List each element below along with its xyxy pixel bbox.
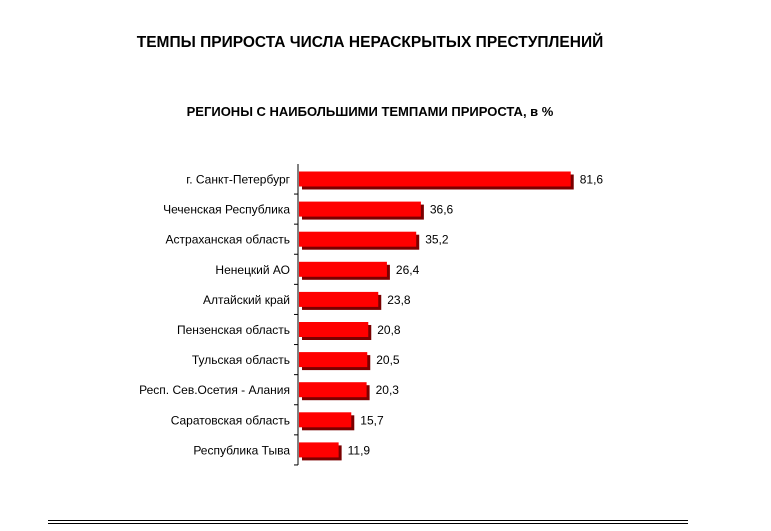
data-label: 15,7 (360, 413, 384, 427)
category-label: Чеченская Республика (163, 203, 290, 217)
bar-chart: г. Санкт-Петербург 81,6 Чеченская Республи… (139, 163, 604, 466)
data-label: 20,3 (376, 383, 400, 397)
bar (299, 231, 417, 247)
bar (299, 382, 367, 398)
bar (299, 171, 571, 187)
page-title: ТЕМПЫ ПРИРОСТА ЧИСЛА НЕРАСКРЫТЫХ ПРЕСТУП… (136, 34, 604, 51)
category-label: Алтайский край (203, 293, 290, 307)
category-label: Астраханская область (166, 233, 290, 247)
footer-divider (48, 520, 688, 521)
data-label: 11,9 (348, 443, 371, 457)
category-label: Тульская область (192, 353, 290, 367)
data-label: 20,5 (376, 353, 400, 367)
data-label: 81,6 (580, 173, 604, 187)
bar (299, 261, 387, 277)
bar (299, 442, 339, 458)
category-label: Респ. Сев.Осетия - Алания (139, 383, 290, 397)
chart-title: РЕГИОНЫ С НАИБОЛЬШИМИ ТЕМПАМИ ПРИРОСТА, … (186, 104, 554, 119)
category-label: Пензенская область (177, 323, 290, 337)
footer-divider-secondary (48, 523, 688, 524)
bar (299, 352, 368, 368)
category-label: г. Санкт-Петербург (186, 173, 290, 187)
category-label: Ненецкий АО (215, 263, 290, 277)
bar (299, 412, 352, 428)
category-label: Республика Тыва (193, 443, 290, 457)
data-label: 23,8 (387, 293, 411, 307)
category-label: Саратовская область (171, 413, 290, 427)
data-label: 20,8 (377, 323, 401, 337)
bar (299, 291, 379, 307)
data-label: 36,6 (430, 203, 454, 217)
bar (299, 322, 369, 337)
data-label: 35,2 (425, 233, 449, 247)
data-label: 26,4 (396, 263, 420, 277)
bar (299, 201, 421, 217)
